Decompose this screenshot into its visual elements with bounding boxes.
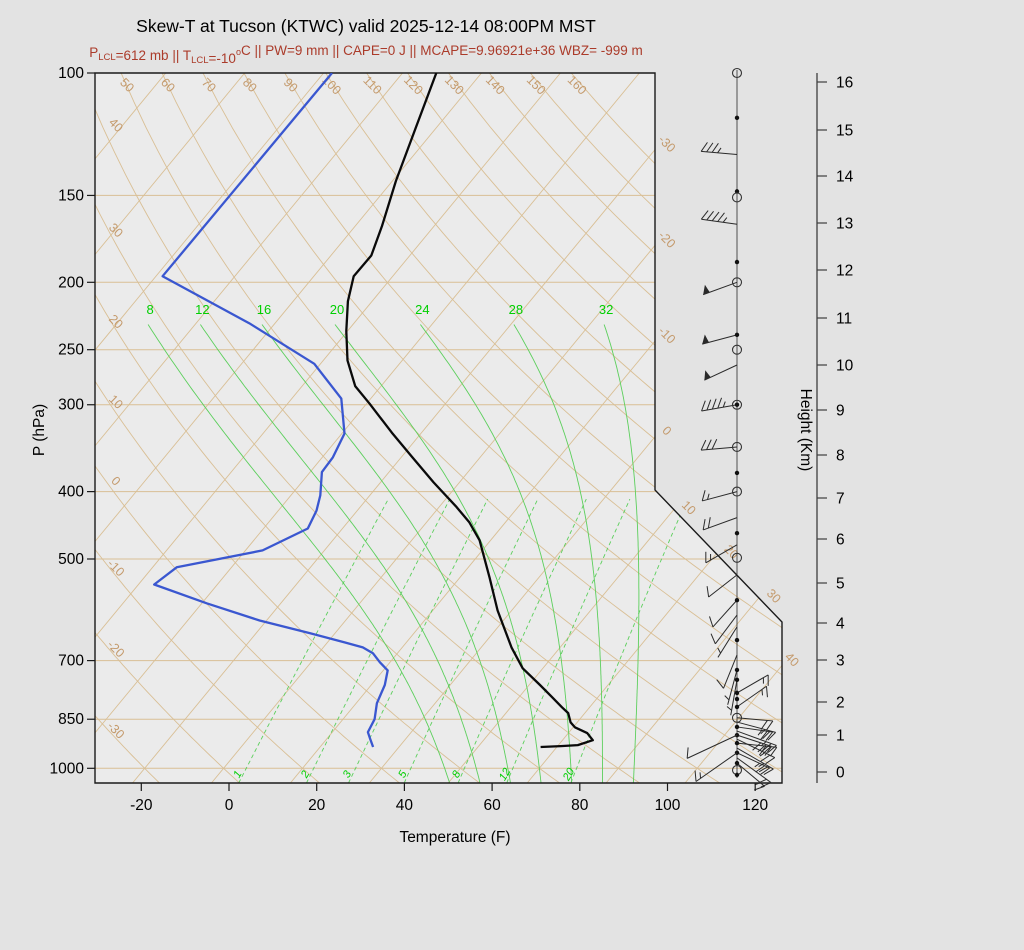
svg-text:14: 14: [836, 169, 854, 186]
svg-text:200: 200: [58, 274, 84, 291]
temperature-axis-title: Temperature (F): [399, 829, 510, 846]
svg-text:40: 40: [396, 797, 414, 814]
temperature-curve: [345, 73, 594, 749]
svg-text:28: 28: [509, 302, 523, 317]
height-axis-title: Height (Km): [797, 389, 814, 472]
pressure-axis-title: P (hPa): [31, 404, 48, 456]
svg-text:6: 6: [836, 532, 845, 549]
svg-text:12: 12: [195, 302, 209, 317]
plot-area: [95, 73, 782, 783]
svg-text:20: 20: [308, 797, 326, 814]
svg-text:3: 3: [836, 653, 845, 670]
pressure-gridlines: [95, 194, 782, 769]
mixing-ratio-lines: [238, 498, 688, 783]
svg-text:-10: -10: [655, 324, 678, 347]
isotherm-lines: [95, 73, 782, 783]
sounding-curves: [153, 73, 594, 749]
svg-text:1: 1: [231, 769, 244, 780]
svg-text:400: 400: [58, 484, 84, 501]
svg-text:11: 11: [836, 311, 852, 328]
svg-text:12: 12: [836, 263, 853, 280]
svg-text:120: 120: [742, 797, 768, 814]
dry-adiabat-lines: [95, 73, 782, 783]
svg-text:9: 9: [836, 403, 845, 420]
svg-text:30: 30: [764, 586, 784, 606]
svg-text:1000: 1000: [50, 760, 85, 777]
svg-text:850: 850: [58, 711, 84, 728]
svg-text:300: 300: [58, 397, 84, 414]
svg-text:0: 0: [659, 423, 674, 438]
svg-text:100: 100: [655, 797, 681, 814]
svg-text:-20: -20: [130, 797, 153, 814]
svg-text:16: 16: [836, 75, 853, 92]
svg-text:10: 10: [679, 498, 699, 518]
svg-text:700: 700: [58, 653, 84, 670]
svg-text:2: 2: [836, 695, 845, 712]
svg-text:150: 150: [58, 187, 84, 204]
svg-text:15: 15: [836, 123, 853, 140]
svg-text:100: 100: [58, 65, 84, 82]
svg-text:60: 60: [483, 797, 501, 814]
moist-adiabat-lines: [147, 324, 640, 783]
svg-text:7: 7: [836, 491, 845, 508]
plot-border: [94, 72, 783, 784]
dewpoint-curve: [153, 73, 389, 748]
svg-text:10: 10: [836, 358, 854, 375]
svg-text:0: 0: [225, 797, 234, 814]
svg-text:5: 5: [836, 576, 845, 593]
svg-text:13: 13: [836, 216, 853, 233]
svg-text:8: 8: [836, 448, 845, 465]
svg-text:20: 20: [330, 302, 344, 317]
svg-text:24: 24: [415, 302, 429, 317]
svg-text:12: 12: [497, 766, 514, 783]
svg-text:250: 250: [58, 342, 84, 359]
svg-text:80: 80: [571, 797, 589, 814]
svg-text:8: 8: [147, 302, 154, 317]
svg-text:-30: -30: [655, 133, 678, 156]
svg-text:1: 1: [836, 728, 845, 745]
svg-text:16: 16: [257, 302, 271, 317]
svg-text:4: 4: [836, 616, 845, 633]
chart-title: Skew-T at Tucson (KTWC) valid 2025-12-14…: [136, 16, 596, 36]
svg-text:500: 500: [58, 551, 84, 568]
svg-text:32: 32: [599, 302, 613, 317]
chart-annotation: PLCL=612 mb || TLCL=-10oC || PW=9 mm || …: [89, 43, 643, 66]
svg-text:-20: -20: [655, 228, 678, 251]
svg-text:40: 40: [782, 650, 802, 670]
wind-barb-column: [686, 67, 778, 791]
svg-text:0: 0: [836, 765, 845, 782]
